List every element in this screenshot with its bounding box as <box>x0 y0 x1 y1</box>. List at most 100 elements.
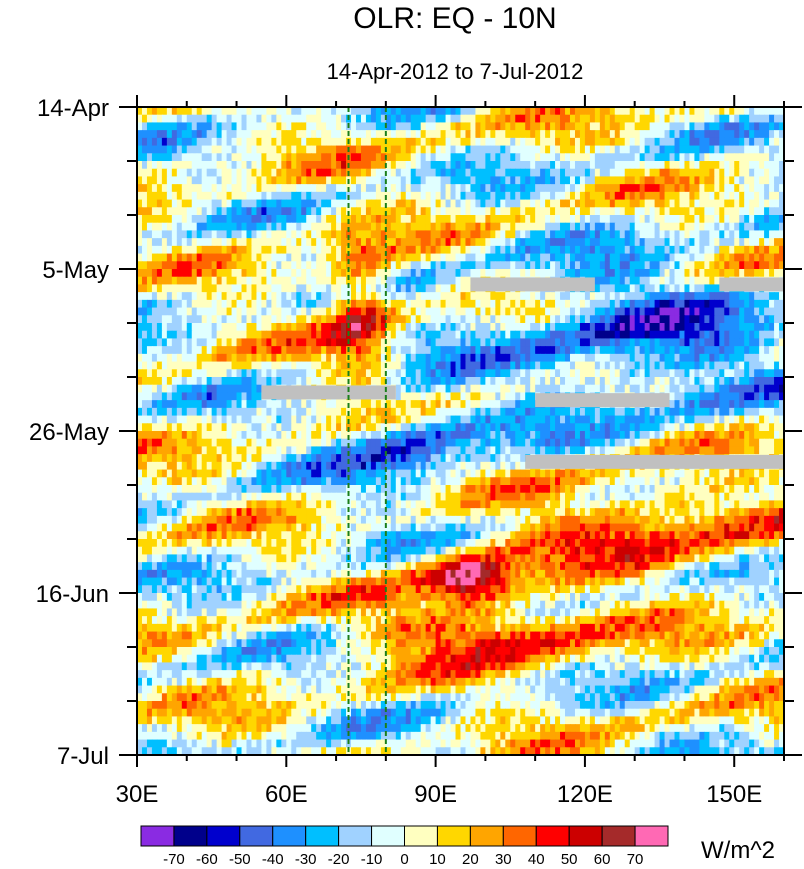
field-cell <box>649 145 656 154</box>
field-cell <box>510 269 516 278</box>
field-cell <box>684 276 691 286</box>
field-cell <box>440 215 447 224</box>
field-cell <box>515 369 521 378</box>
field-cell <box>251 245 258 255</box>
field-cell <box>146 384 153 394</box>
field-cell <box>530 107 536 116</box>
field-cell <box>221 122 228 131</box>
field-cell <box>251 261 258 270</box>
field-cell <box>714 346 720 355</box>
field-cell <box>475 369 482 378</box>
field-cell <box>415 222 422 232</box>
field-cell <box>301 130 307 139</box>
field-cell <box>266 168 272 178</box>
field-cell <box>475 130 482 139</box>
field-cell <box>654 238 661 247</box>
field-cell <box>505 292 511 301</box>
field-cell <box>510 292 516 301</box>
field-cell <box>276 114 282 124</box>
field-cell <box>639 230 646 239</box>
field-cell <box>316 215 322 224</box>
field-cell <box>450 338 457 347</box>
field-cell <box>739 168 745 178</box>
field-cell <box>191 130 198 139</box>
field-cell <box>724 168 730 178</box>
field-cell <box>251 269 258 278</box>
field-cell <box>644 253 651 262</box>
field-cell <box>201 292 208 301</box>
field-cell <box>689 207 696 216</box>
field-cell <box>654 276 661 286</box>
field-cell <box>415 253 422 262</box>
field-cell <box>390 207 397 216</box>
field-cell <box>510 238 516 247</box>
field-cell <box>395 207 402 216</box>
field-cell <box>699 145 705 154</box>
field-cell <box>440 299 447 309</box>
field-cell <box>649 330 656 340</box>
field-cell <box>649 161 656 170</box>
field-cell <box>764 238 770 247</box>
field-cell <box>326 176 332 185</box>
field-cell <box>659 207 666 216</box>
field-cell <box>216 207 223 216</box>
field-cell <box>694 207 700 216</box>
field-cell <box>321 315 327 324</box>
field-cell <box>171 130 178 139</box>
field-cell <box>629 153 636 162</box>
field-cell <box>331 230 337 239</box>
field-cell <box>500 107 506 116</box>
field-cell <box>639 261 646 270</box>
field-cell <box>246 361 253 370</box>
field-cell <box>425 199 432 208</box>
field-cell <box>629 253 636 262</box>
field-cell <box>520 299 526 309</box>
field-cell <box>236 184 243 193</box>
field-cell <box>161 299 168 309</box>
field-cell <box>221 369 228 378</box>
field-cell <box>430 384 437 394</box>
field-cell <box>241 207 248 216</box>
field-cell <box>764 153 770 162</box>
field-cell <box>440 222 447 232</box>
field-cell <box>415 292 422 301</box>
field-cell <box>609 346 616 355</box>
field-cell <box>137 222 143 232</box>
field-cell <box>450 261 457 270</box>
field-cell <box>460 353 467 363</box>
field-cell <box>256 330 263 340</box>
field-cell <box>261 153 267 162</box>
field-cell <box>211 361 218 370</box>
field-cell <box>764 377 770 386</box>
field-cell <box>261 107 267 116</box>
field-cell <box>739 315 745 324</box>
field-cell <box>574 353 581 363</box>
field-cell <box>644 330 651 340</box>
field-cell <box>291 369 297 378</box>
field-cell <box>664 145 671 154</box>
field-cell <box>774 199 780 208</box>
field-cell <box>266 199 272 208</box>
field-cell <box>515 199 521 208</box>
field-cell <box>196 338 203 347</box>
field-cell <box>196 400 203 409</box>
field-cell <box>390 153 397 162</box>
field-cell <box>480 269 486 278</box>
field-cell <box>306 400 312 409</box>
field-cell <box>286 330 292 340</box>
field-cell <box>550 338 556 347</box>
field-cell <box>475 261 482 270</box>
field-cell <box>360 122 367 131</box>
field-cell <box>410 191 417 201</box>
field-cell <box>520 222 526 232</box>
field-cell <box>405 161 412 170</box>
field-cell <box>291 184 297 193</box>
field-cell <box>316 245 322 255</box>
field-cell <box>614 137 621 147</box>
field-cell <box>674 323 681 332</box>
field-cell <box>355 245 362 255</box>
field-cell <box>256 168 263 178</box>
field-cell <box>674 307 681 316</box>
field-cell <box>734 238 740 247</box>
field-cell <box>535 245 541 255</box>
